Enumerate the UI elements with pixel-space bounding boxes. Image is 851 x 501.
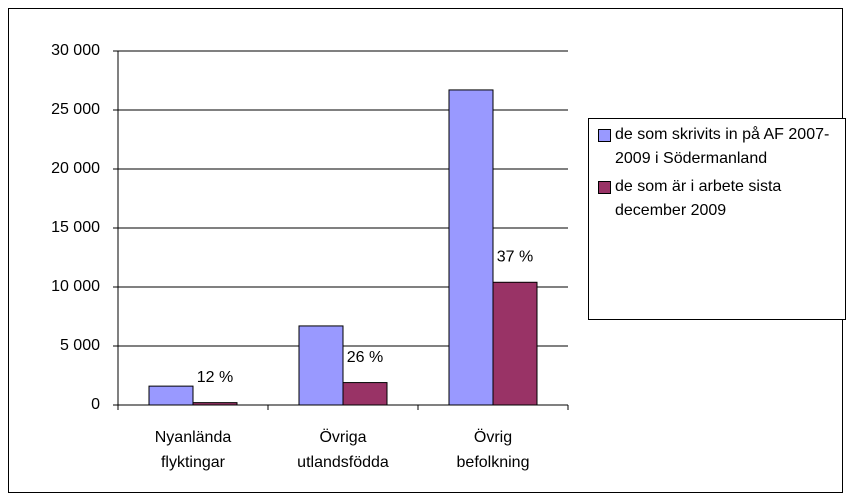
x-tick-label: befolkning (457, 454, 530, 471)
y-tick-label: 20 000 (51, 160, 100, 177)
legend-item: de som skrivits in på AF 2007-2009 i Söd… (595, 123, 845, 171)
legend-label: de som skrivits in på AF 2007-2009 i Söd… (615, 126, 830, 167)
bar (492, 281, 538, 406)
x-tick-label: Övriga (319, 428, 366, 446)
bar (342, 382, 388, 406)
x-tick-label: Nyanlända (155, 429, 232, 446)
legend-swatch (598, 181, 611, 194)
y-tick-label: 25 000 (51, 101, 100, 118)
annotation: 37 % (497, 248, 533, 265)
legend-swatch (598, 129, 611, 142)
bar (298, 325, 344, 406)
legend: de som skrivits in på AF 2007-2009 i Söd… (588, 118, 846, 320)
y-tick-label: 15 000 (51, 219, 100, 236)
bar (148, 385, 194, 406)
legend-label: de som är i arbete sista december 2009 (615, 178, 782, 219)
x-tick-label: Övrig (474, 428, 512, 446)
annotation: 12 % (197, 369, 233, 386)
bar (192, 402, 238, 406)
bar (448, 89, 494, 406)
x-tick-label: flyktingar (161, 454, 226, 471)
legend-item: de som är i arbete sista december 2009 (595, 175, 845, 223)
y-tick-label: 30 000 (51, 42, 100, 59)
y-tick-label: 0 (91, 396, 100, 413)
x-tick-label: utlandsfödda (297, 454, 389, 471)
y-tick-label: 10 000 (51, 278, 100, 295)
y-tick-label: 5 000 (60, 337, 100, 354)
annotation: 26 % (347, 349, 383, 366)
